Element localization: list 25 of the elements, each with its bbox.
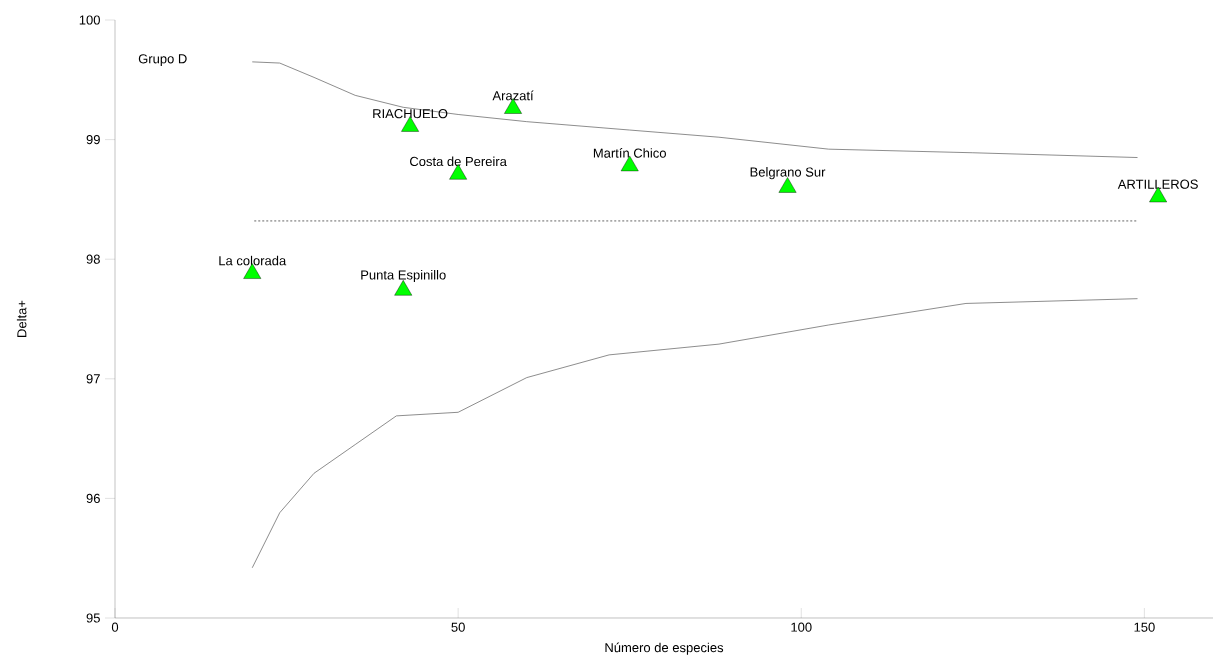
y-tick-label: 98 [86, 254, 100, 264]
x-axis-title: Número de especies [605, 642, 724, 655]
line-series [251, 298, 1138, 569]
annotation: Martín Chico [593, 148, 666, 158]
annotation: Belgrano Sur [750, 167, 826, 180]
y-tick-label: 99 [86, 134, 100, 145]
annotation: Costa de Pereira [410, 156, 507, 167]
x-tick-label: 50 [451, 622, 465, 632]
line-series [251, 61, 1138, 158]
x-tick-label: 100 [791, 622, 812, 632]
x-tick-label: 150 [1134, 622, 1155, 632]
annotation: La colorada [219, 255, 287, 266]
y-tick-label: 96 [86, 493, 100, 503]
y-axis-title: Delta+ [16, 300, 27, 337]
y-tick-label: 100 [79, 15, 100, 25]
annotation: Arazatí [492, 90, 534, 101]
point [449, 164, 467, 180]
x-tick-label: 0 [111, 622, 119, 632]
annotation: ARTILLEROS [1117, 179, 1198, 189]
y-tick-label: 95 [86, 613, 100, 623]
annotation: Punta Espinillo [361, 269, 446, 283]
y-tick-label: 97 [86, 374, 100, 384]
annotation: Grupo D [138, 54, 187, 66]
annotation: RIACHUELO [373, 109, 448, 119]
point [394, 280, 413, 296]
